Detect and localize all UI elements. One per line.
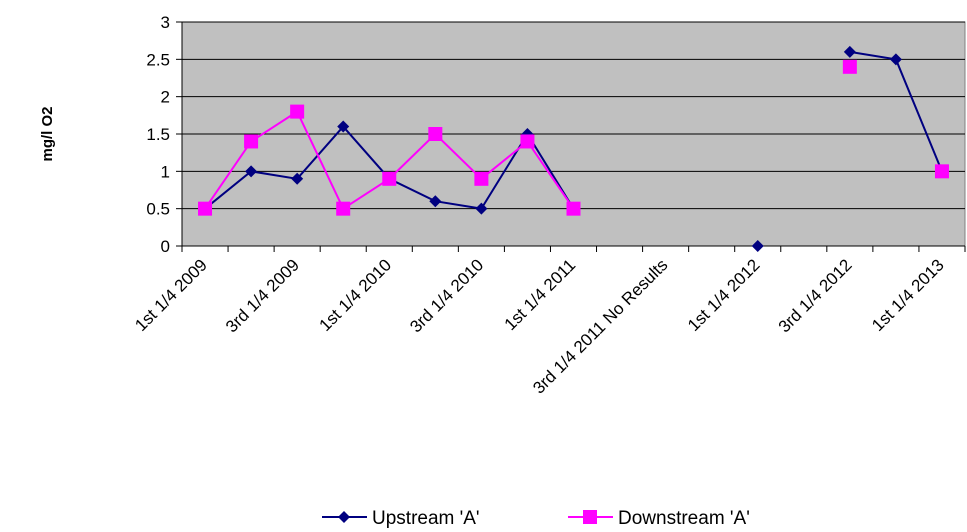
data-point: [337, 120, 350, 133]
legend-label: Downstream 'A': [618, 508, 750, 529]
x-tick-label: 1st 1/4 2013: [868, 255, 948, 335]
y-tick-label: 0: [161, 237, 170, 256]
data-point: [842, 59, 857, 74]
data-point: [889, 53, 902, 66]
y-tick-label: 1.5: [146, 125, 170, 144]
x-axis-ticks: [181, 245, 966, 252]
x-tick-label: 3rd 1/4 2010: [406, 255, 487, 336]
legend: Upstream 'A' Downstream 'A': [322, 508, 750, 529]
data-point: [428, 127, 443, 141]
y-axis-title: mg/l O2: [39, 106, 56, 161]
x-tick-label: 3rd 1/4 2009: [222, 255, 303, 336]
y-tick-label: 0.5: [146, 200, 170, 219]
x-tick-label: 3rd 1/4 2012: [775, 255, 856, 336]
data-point: [382, 171, 397, 186]
y-tick-label: 2.5: [146, 50, 170, 69]
legend-item: Upstream 'A': [322, 508, 480, 529]
legend-marker: [338, 511, 350, 523]
data-point: [244, 134, 259, 149]
data-point: [520, 134, 535, 149]
x-tick-label: 1st 1/4 2011: [501, 255, 580, 334]
data-point: [291, 172, 304, 185]
gridlines: [182, 21, 965, 210]
data-point: [290, 104, 305, 119]
x-tick-label: 1st 1/4 2012: [684, 255, 764, 335]
data-point: [843, 45, 856, 58]
series-layer: [198, 45, 949, 252]
data-point: [934, 164, 949, 179]
data-point: [429, 195, 442, 208]
legend-label: Upstream 'A': [372, 508, 480, 529]
y-tick-label: 2: [161, 88, 170, 107]
data-point: [245, 165, 258, 178]
data-point: [566, 201, 581, 216]
data-point: [336, 201, 351, 216]
y-tick-label: 1: [161, 162, 170, 181]
x-tick-label: 1st 1/4 2010: [315, 255, 395, 335]
series-1: [198, 59, 949, 216]
data-point: [474, 171, 489, 186]
y-tick-label: 3: [161, 13, 170, 32]
legend-marker: [583, 510, 597, 524]
data-point: [198, 201, 213, 216]
y-axis-tick-labels: 0 0.5 1 1.5 2 2.5 3: [146, 13, 183, 256]
x-axis-tick-labels: 1st 1/4 2009 3rd 1/4 2009 1st 1/4 2010 3rd …: [131, 255, 948, 397]
legend-item: Downstream 'A': [568, 508, 750, 529]
x-tick-label: 1st 1/4 2009: [131, 255, 211, 335]
data-point: [475, 202, 488, 215]
data-point: [751, 240, 764, 252]
